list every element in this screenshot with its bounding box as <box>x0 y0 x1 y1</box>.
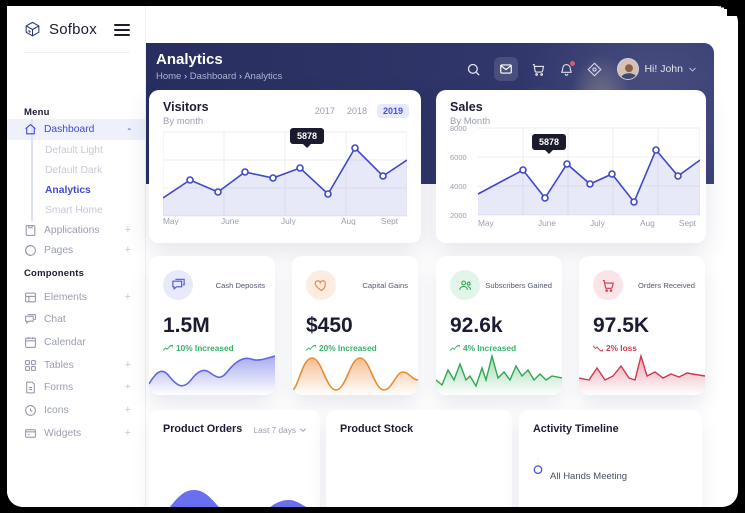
svg-text:June: June <box>221 216 239 225</box>
svg-text:2000: 2000 <box>450 211 467 220</box>
svg-text:July: July <box>590 218 606 228</box>
svg-text:May: May <box>163 216 180 225</box>
svg-text:4000: 4000 <box>450 182 467 191</box>
svg-text:8000: 8000 <box>450 126 467 133</box>
svg-text:Aug: Aug <box>341 216 356 225</box>
svg-text:Sept: Sept <box>679 218 697 228</box>
svg-text:June: June <box>538 218 556 228</box>
svg-text:6000: 6000 <box>450 153 467 162</box>
svg-text:Sept: Sept <box>381 216 399 225</box>
svg-text:Aug: Aug <box>640 218 655 228</box>
svg-text:May: May <box>478 218 495 228</box>
svg-text:July: July <box>281 216 297 225</box>
